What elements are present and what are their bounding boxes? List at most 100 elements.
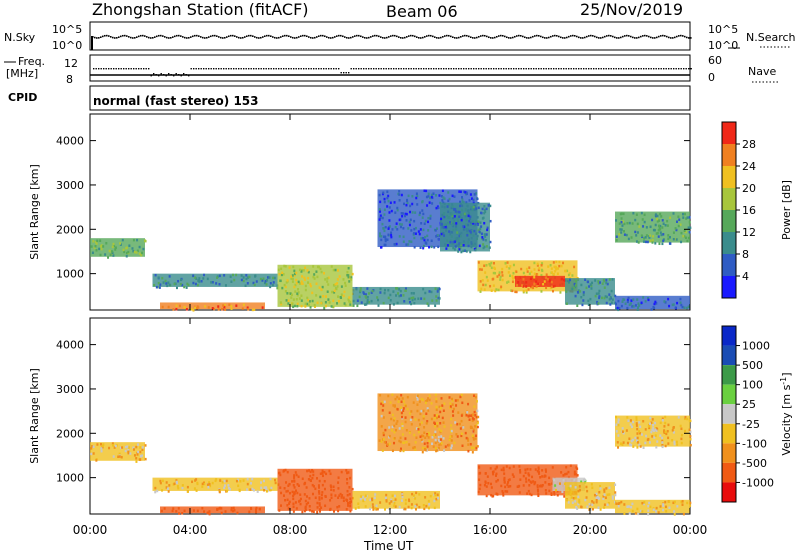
power-cell [338, 275, 341, 278]
power-cell [293, 272, 296, 276]
velocity-cell [651, 435, 654, 438]
power-cell [672, 212, 675, 215]
velocity-cell [246, 488, 249, 491]
power-cell [505, 265, 508, 268]
velocity-cell [383, 400, 386, 404]
power-cell [265, 283, 268, 286]
nsky-point [234, 35, 236, 37]
nsky-point [570, 35, 572, 37]
velocity-cell [635, 424, 638, 427]
cpid-label: CPID [8, 91, 38, 104]
velocity-cell [312, 470, 315, 473]
velocity-cell [439, 438, 442, 441]
nave-point [460, 68, 462, 70]
velocity-cell [396, 408, 399, 411]
nsky-point [564, 37, 566, 39]
nave-tick-bottom: 0 [708, 71, 715, 84]
power-cell [398, 218, 401, 222]
velocity-cell [394, 428, 397, 432]
nave-point [120, 68, 122, 70]
velocity-cell [543, 475, 546, 478]
power-cell [339, 295, 342, 299]
velocity-cell [401, 397, 404, 400]
velocity-cell [415, 427, 418, 430]
velocity-cell [294, 501, 297, 504]
nsky-point [646, 35, 648, 37]
power-cell [459, 242, 462, 245]
velocity-cell [420, 397, 423, 401]
velocity-cell [477, 415, 480, 419]
velocity-cell [439, 406, 442, 410]
power-cell [379, 216, 382, 220]
power-cell [296, 302, 299, 306]
power-cell [571, 287, 574, 291]
nsky-point [188, 36, 190, 39]
power-cell [427, 192, 430, 196]
power-cell [425, 242, 428, 245]
nave-point [435, 68, 437, 70]
nsky-point [650, 36, 652, 39]
velocity-cell [417, 418, 420, 422]
power-cell [408, 220, 411, 224]
velocity-cell [320, 493, 323, 497]
velocity-colorbar-segment [722, 462, 736, 483]
power-cell [254, 274, 257, 278]
velocity-cell [472, 394, 475, 397]
nsky-point [202, 36, 204, 39]
velocity-cell [323, 487, 326, 491]
nsky-point [454, 37, 456, 39]
power-cell [430, 245, 433, 249]
power-cell [522, 278, 525, 281]
velocity-cell [436, 422, 439, 425]
nave-point [425, 68, 427, 70]
velocity-cell [161, 479, 164, 483]
velocity-cell [371, 497, 374, 501]
power-cell [525, 291, 528, 294]
power-cell [313, 303, 316, 307]
velocity-cell [437, 435, 440, 439]
velocity-cell [384, 508, 387, 511]
velocity-cell [471, 451, 474, 454]
power-cell [183, 285, 186, 289]
power-cell [643, 237, 646, 240]
velocity-cell [402, 409, 405, 412]
nave-point [650, 68, 652, 70]
power-cell [537, 268, 540, 272]
velocity-cell [571, 501, 574, 504]
power-cell [412, 292, 415, 295]
velocity-cell [541, 469, 544, 472]
velocity-cell [608, 486, 611, 489]
power-cell [273, 276, 276, 280]
nsky-point [388, 36, 390, 38]
nsky-point [104, 34, 106, 37]
nsky-point [304, 34, 306, 37]
nave-point [553, 68, 555, 70]
nsky-point [686, 36, 688, 39]
velocity-cell [301, 477, 304, 481]
velocity-cell [524, 468, 527, 472]
velocity-cell [440, 435, 443, 438]
power-cell [448, 197, 451, 201]
power-cell [635, 213, 638, 216]
velocity-cell [220, 507, 223, 510]
velocity-cell [311, 483, 314, 487]
nave-point [523, 68, 525, 70]
velocity-cell [423, 442, 426, 445]
power-cell [675, 238, 678, 241]
power-cell [477, 206, 480, 210]
power-cell [398, 190, 401, 193]
velocity-cell [416, 409, 419, 413]
power-cell [574, 282, 577, 285]
velocity-colorbar-segment [722, 443, 736, 463]
power-cell [573, 286, 576, 290]
power-cell [304, 288, 307, 292]
velocity-cell [652, 423, 655, 427]
power-cell [131, 247, 134, 250]
power-cell [483, 245, 486, 249]
nsky-point [380, 36, 382, 38]
nave-point [300, 68, 302, 70]
velocity-region [152, 477, 278, 491]
velocity-cell [548, 483, 551, 486]
velocity-cell [599, 508, 602, 511]
velocity-cell [332, 489, 335, 492]
